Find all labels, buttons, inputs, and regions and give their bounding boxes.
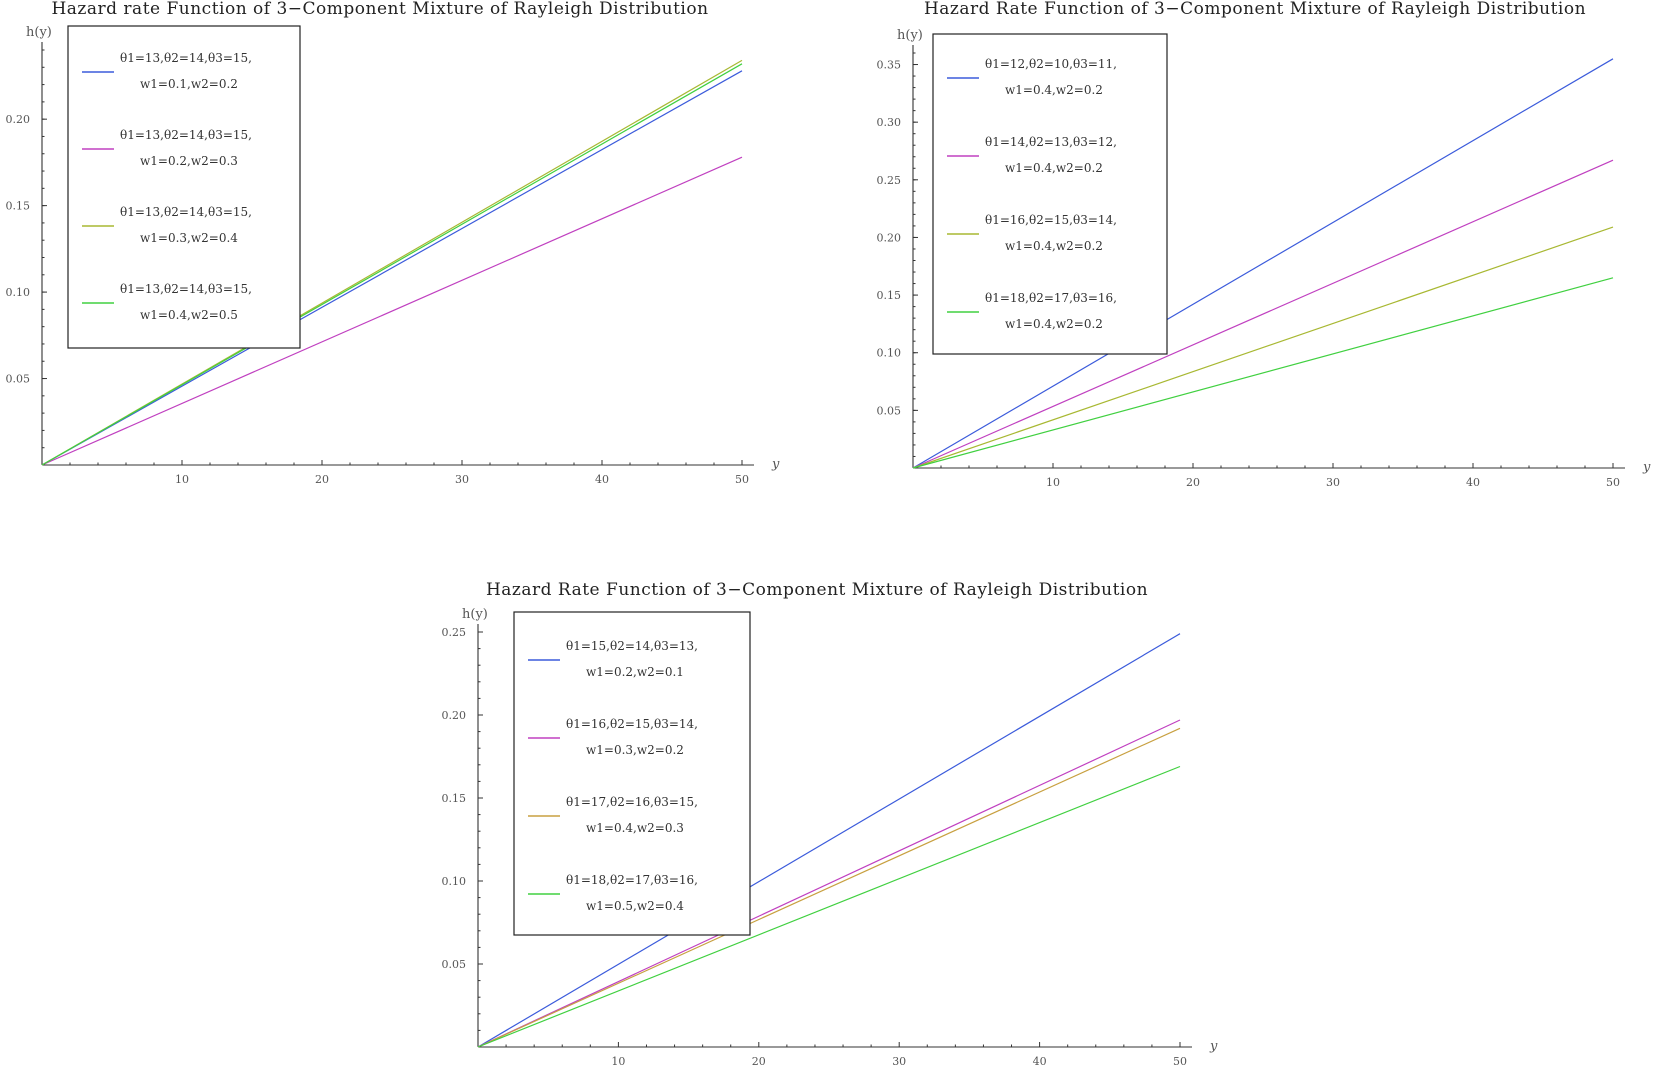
legend-label-line2: w1=0.2,w2=0.3 xyxy=(140,154,238,168)
chart-title: Hazard Rate Function of 3−Component Mixt… xyxy=(924,0,1586,19)
chart-panel-1: Hazard rate Function of 3−Component Mixt… xyxy=(6,0,781,486)
legend-label-line2: w1=0.4,w2=0.5 xyxy=(140,308,238,322)
x-tick-label: 40 xyxy=(595,473,609,486)
y-tick-label: 0.15 xyxy=(877,289,902,302)
x-tick-label: 50 xyxy=(1173,1055,1187,1067)
x-tick-label: 50 xyxy=(735,473,749,486)
legend-label-line1: θ1=16,θ2=15,θ3=14, xyxy=(566,717,698,731)
legend-box xyxy=(932,33,1168,355)
legend-label-line2: w1=0.4,w2=0.2 xyxy=(1005,161,1103,175)
series-line-2 xyxy=(912,159,1614,469)
y-tick-label: 0.05 xyxy=(877,404,902,417)
chart-panel-2: Hazard Rate Function of 3−Component Mixt… xyxy=(877,0,1652,489)
series-line-2 xyxy=(41,156,743,466)
series-line-1 xyxy=(477,633,1181,1048)
legend: θ1=13,θ2=14,θ3=15, w1=0.1,w2=0.2 θ1=13,θ2=… xyxy=(67,25,301,349)
y-tick-label: 0.25 xyxy=(442,626,467,639)
x-tick-label: 30 xyxy=(892,1055,906,1067)
legend-box xyxy=(513,611,751,936)
y-tick-label: 0.05 xyxy=(442,958,467,971)
x-tick-label: 10 xyxy=(1046,476,1060,489)
y-tick-label: 0.15 xyxy=(6,200,31,213)
x-axis-label: y xyxy=(771,457,780,472)
y-tick-label: 0.20 xyxy=(6,113,31,126)
series-line-1 xyxy=(41,70,743,466)
y-axis-label: h(y) xyxy=(26,25,52,40)
legend-label-line1: θ1=18,θ2=17,θ3=16, xyxy=(985,291,1117,305)
legend: θ1=12,θ2=10,θ3=11, w1=0.4,w2=0.2 θ1=14,θ2=… xyxy=(932,33,1168,355)
legend-label-line1: θ1=13,θ2=14,θ3=15, xyxy=(120,282,252,296)
x-axis-label: y xyxy=(1209,1039,1218,1054)
x-axis-label: y xyxy=(1642,460,1651,475)
y-tick-label: 0.05 xyxy=(6,373,31,386)
chart-title: Hazard rate Function of 3−Component Mixt… xyxy=(51,0,708,19)
x-tick-label: 20 xyxy=(315,473,329,486)
x-tick-label: 20 xyxy=(752,1055,766,1067)
y-tick-label: 0.20 xyxy=(442,709,467,722)
legend: θ1=15,θ2=14,θ3=13, w1=0.2,w2=0.1 θ1=16,θ2=… xyxy=(513,611,751,936)
legend-label-line1: θ1=13,θ2=14,θ3=15, xyxy=(120,205,252,219)
legend-label-line2: w1=0.4,w2=0.3 xyxy=(586,821,684,835)
legend-label-line2: w1=0.2,w2=0.1 xyxy=(586,665,684,679)
legend-label-line1: θ1=13,θ2=14,θ3=15, xyxy=(120,51,252,65)
legend-label-line1: θ1=15,θ2=14,θ3=13, xyxy=(566,639,698,653)
y-axis-label: h(y) xyxy=(897,28,923,43)
y-tick-label: 0.20 xyxy=(877,231,902,244)
y-tick-label: 0.15 xyxy=(442,792,467,805)
legend-label-line1: θ1=12,θ2=10,θ3=11, xyxy=(985,57,1117,71)
legend-label-line2: w1=0.4,w2=0.2 xyxy=(1005,317,1103,331)
series-line-2 xyxy=(477,719,1181,1048)
legend-label-line2: w1=0.3,w2=0.4 xyxy=(140,231,238,245)
series-line-4 xyxy=(41,63,743,466)
legend-label-line1: θ1=13,θ2=14,θ3=15, xyxy=(120,128,252,142)
y-tick-label: 0.10 xyxy=(877,347,902,360)
series-line-4 xyxy=(477,765,1181,1048)
x-tick-label: 10 xyxy=(611,1055,625,1067)
chart-panel-3: Hazard Rate Function of 3−Component Mixt… xyxy=(442,580,1219,1067)
x-tick-label: 10 xyxy=(175,473,189,486)
series-line-3 xyxy=(477,727,1181,1048)
x-tick-label: 20 xyxy=(1186,476,1200,489)
y-tick-label: 0.35 xyxy=(877,59,902,72)
series-line-3 xyxy=(912,226,1614,469)
x-tick-label: 50 xyxy=(1606,476,1620,489)
y-tick-label: 0.25 xyxy=(877,174,902,187)
legend-label-line1: θ1=14,θ2=13,θ3=12, xyxy=(985,135,1117,149)
legend-label-line1: θ1=16,θ2=15,θ3=14, xyxy=(985,213,1117,227)
x-tick-label: 40 xyxy=(1033,1055,1047,1067)
x-tick-label: 30 xyxy=(455,473,469,486)
legend-label-line2: w1=0.5,w2=0.4 xyxy=(586,899,684,913)
x-tick-label: 30 xyxy=(1326,476,1340,489)
legend-label-line1: θ1=17,θ2=16,θ3=15, xyxy=(566,795,698,809)
legend-label-line2: w1=0.4,w2=0.2 xyxy=(1005,83,1103,97)
legend-label-line2: w1=0.4,w2=0.2 xyxy=(1005,239,1103,253)
y-tick-label: 0.10 xyxy=(6,286,31,299)
y-tick-label: 0.30 xyxy=(877,116,902,129)
y-tick-label: 0.10 xyxy=(442,875,467,888)
chart-title: Hazard Rate Function of 3−Component Mixt… xyxy=(486,580,1148,600)
legend-label-line1: θ1=18,θ2=17,θ3=16, xyxy=(566,873,698,887)
series-line-1 xyxy=(912,58,1614,469)
legend-label-line2: w1=0.1,w2=0.2 xyxy=(140,77,238,91)
legend-label-line2: w1=0.3,w2=0.2 xyxy=(586,743,684,757)
series-line-4 xyxy=(912,277,1614,469)
legend-box xyxy=(67,25,301,349)
y-axis-label: h(y) xyxy=(462,607,488,622)
x-tick-label: 40 xyxy=(1466,476,1480,489)
